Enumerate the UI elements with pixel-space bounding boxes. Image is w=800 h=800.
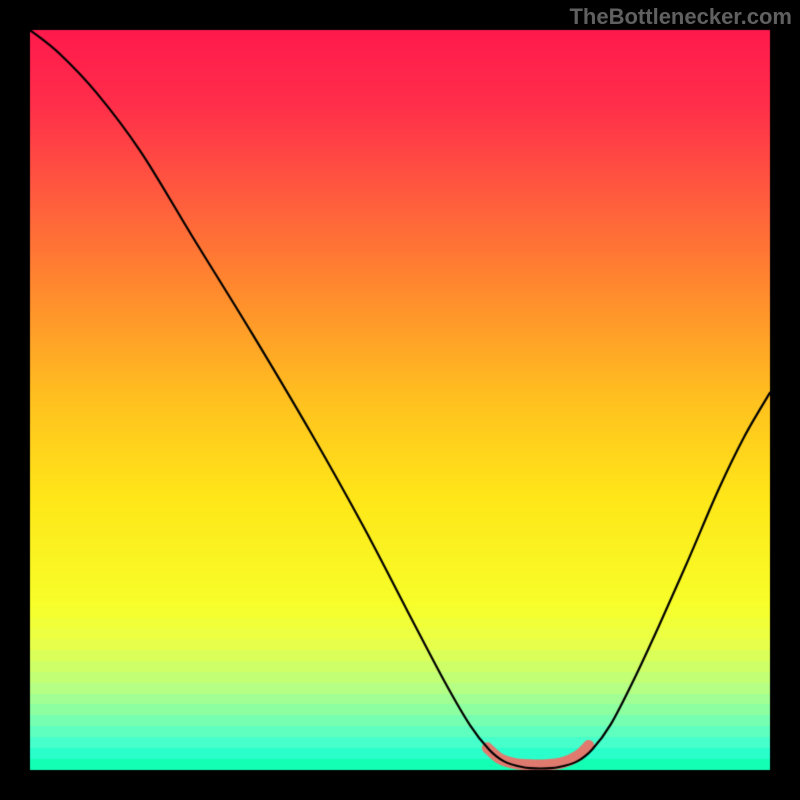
chart-canvas (0, 0, 800, 800)
bottleneck-chart: TheBottlenecker.com (0, 0, 800, 800)
